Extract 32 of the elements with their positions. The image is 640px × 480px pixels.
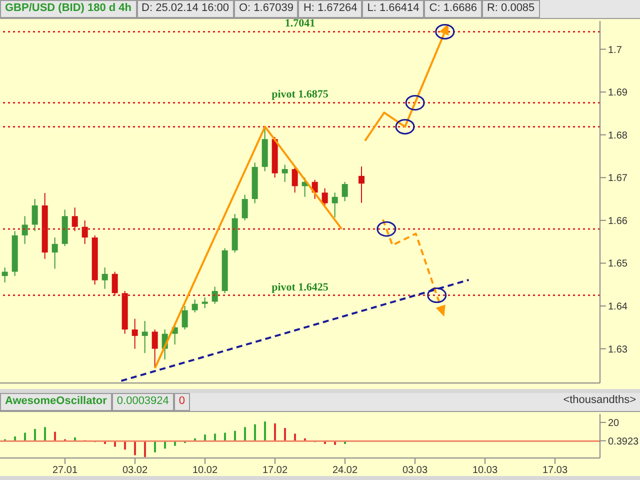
y-tick-label: 1.63	[608, 344, 628, 356]
y-tick-label: 1.68	[608, 130, 628, 142]
y-tick-label: 1.69	[608, 88, 628, 99]
y-tick-label: 1.67	[608, 173, 628, 184]
text: 0	[174, 393, 190, 411]
ref-line-label: pivot 1.6875	[272, 88, 329, 101]
text: L: 1.66414	[362, 0, 424, 18]
text: O: 1.67039	[234, 0, 298, 18]
x-tick-label: 17.03	[542, 465, 568, 476]
x-tick-label: 03.03	[402, 465, 428, 476]
text: D: 25.02.14 16:00	[136, 0, 234, 18]
chart-title: AwesomeOscillator	[0, 393, 112, 411]
y-tick-label: 1.66	[608, 216, 628, 227]
y-tick-label: 1.7	[608, 44, 622, 56]
x-tick-label: 10.02	[192, 465, 218, 476]
y-tick-label: 0.3923	[608, 436, 640, 448]
x-tick-label: 24.02	[332, 465, 358, 476]
x-tick-label: 10.03	[472, 465, 498, 476]
ref-line-label: pivot 1.6425	[272, 281, 329, 294]
x-tick-label: 27.01	[52, 465, 78, 476]
text: C: 1.6686	[424, 0, 482, 18]
text: <thousandths>	[559, 393, 640, 411]
y-tick-label: 1.65	[608, 258, 628, 270]
ref-line-label: 1.7041	[284, 18, 316, 30]
chart-title: GBP/USD (BID) 180 d 4h	[0, 0, 137, 18]
x-tick-label: 03.02	[122, 465, 148, 476]
x-tick-label: 17.02	[262, 465, 288, 476]
y-tick-label: 20	[608, 418, 620, 429]
text: R: 0.0085	[482, 0, 540, 18]
y-tick-label: 1.64	[608, 302, 628, 313]
text: 0.0003924	[112, 393, 174, 411]
text: H: 1.67264	[298, 0, 362, 18]
